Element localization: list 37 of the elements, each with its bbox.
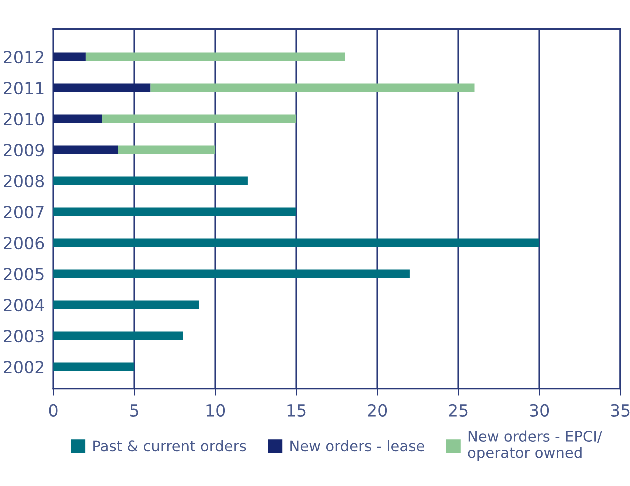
y-tick-label: 2006	[4, 237, 44, 250]
x-tick-label: 15	[288, 404, 306, 417]
y-tick-label: 2008	[4, 175, 44, 188]
bar	[54, 300, 200, 310]
y-tick-label: 2002	[4, 361, 44, 374]
x-tick-label: 10	[206, 404, 226, 417]
bar	[54, 208, 297, 216]
x-tick-label: 0	[49, 404, 58, 417]
y-tick-label: 2009	[4, 144, 44, 157]
bar	[54, 146, 118, 154]
y-tick-label: 2010	[4, 113, 44, 126]
y-tick-label: 2011	[4, 82, 44, 95]
bar	[54, 176, 248, 186]
bar	[150, 84, 475, 92]
y-tick-label: 2007	[4, 206, 44, 219]
x-tick-label: 25	[449, 404, 468, 417]
bar	[118, 146, 216, 154]
x-tick-label: 30	[530, 404, 550, 417]
y-tick-label: 2012	[4, 51, 44, 64]
bar	[54, 84, 151, 92]
bar	[54, 238, 540, 248]
bar	[86, 52, 346, 62]
y-tick-label: 2003	[4, 330, 44, 343]
bar	[54, 362, 135, 372]
y-tick-label: 2005	[4, 268, 44, 281]
x-tick-label: 5	[130, 404, 138, 417]
bar	[54, 270, 410, 278]
legend-label: Past & current orders	[94, 440, 246, 452]
legend-label: New orders - lease	[290, 440, 424, 452]
y-tick-label: 2004	[4, 299, 44, 312]
bar	[102, 114, 297, 124]
bar	[54, 332, 184, 340]
x-tick-label: 35	[611, 404, 630, 417]
bar	[54, 52, 86, 62]
x-tick-label: 20	[368, 404, 388, 417]
legend-label: New orders - EPCI/ operator owned	[468, 430, 602, 462]
bar	[54, 114, 102, 124]
